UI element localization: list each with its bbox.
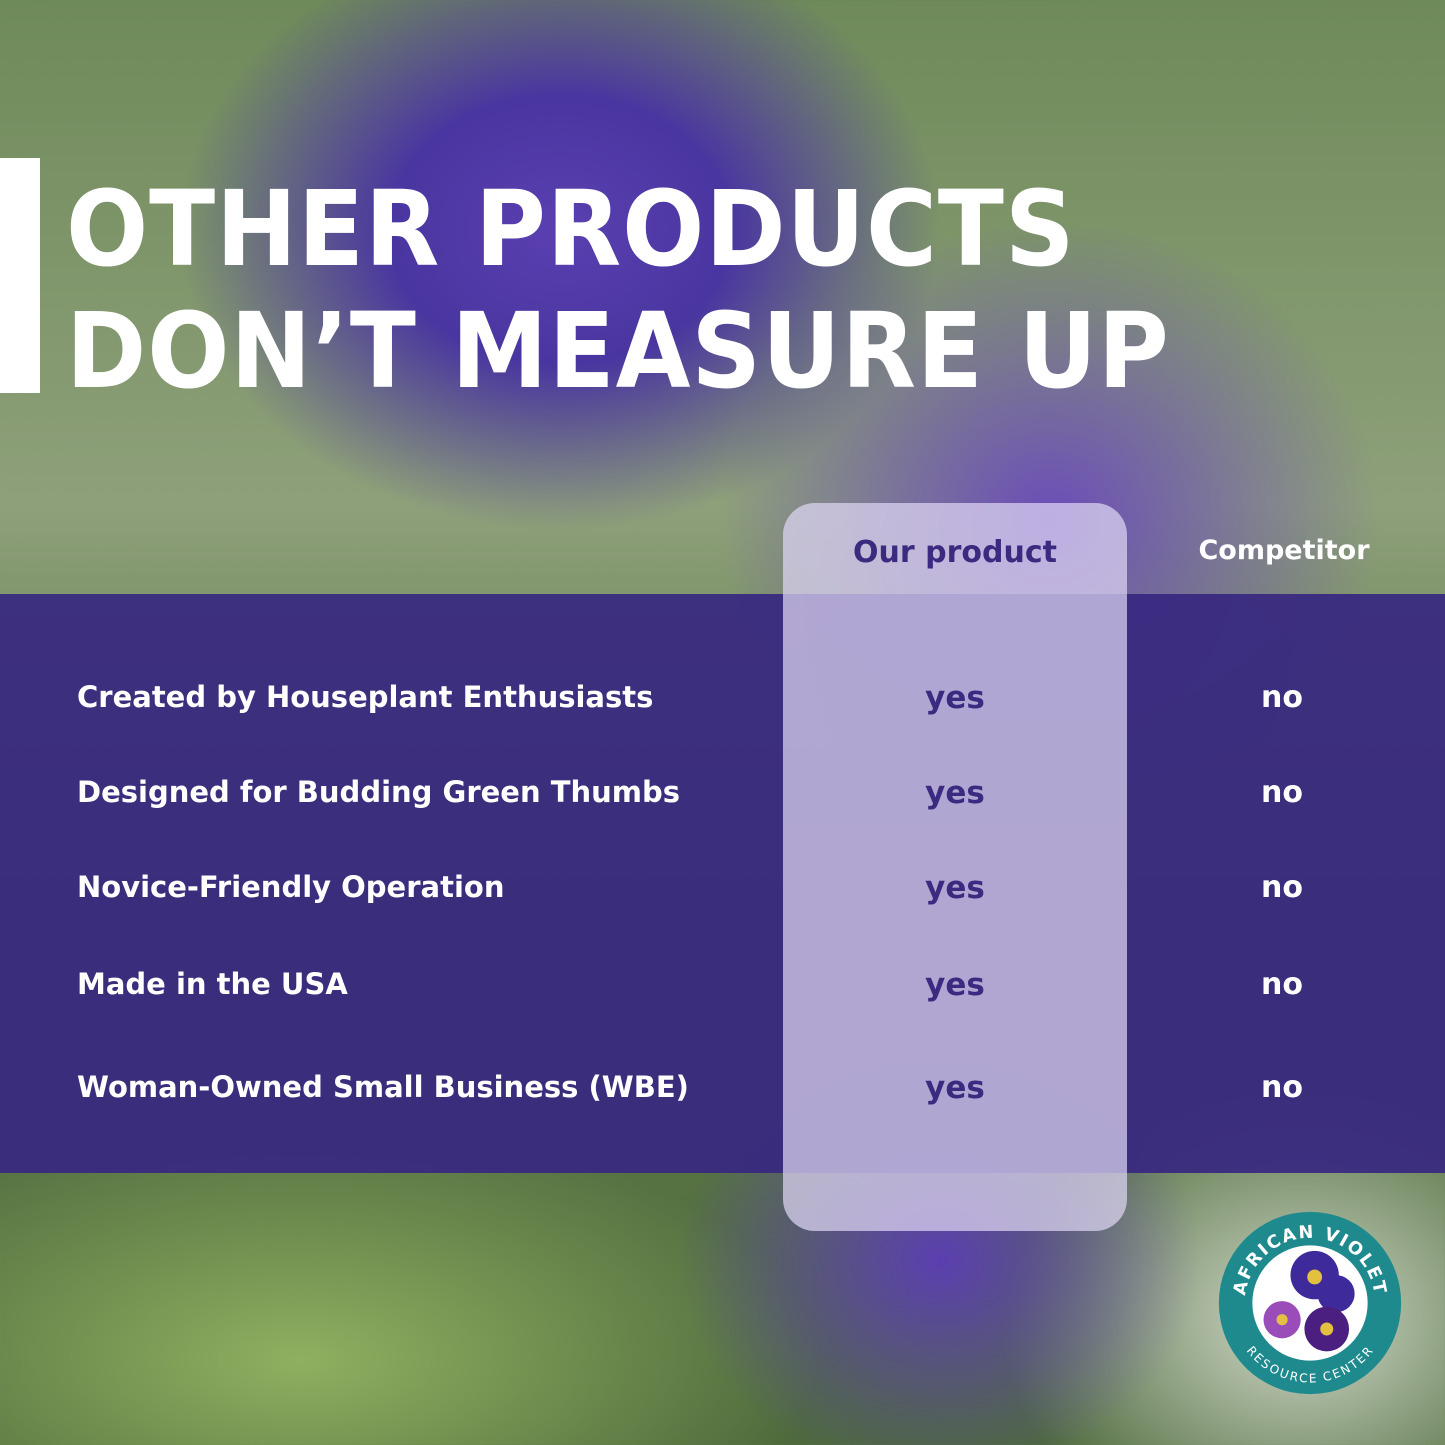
competitor-value: no (1261, 680, 1303, 715)
comparison-table-band (0, 594, 1445, 1173)
table-row: Made in the USA yes no (0, 967, 1445, 1007)
feature-label: Created by Houseplant Enthusiasts (77, 680, 654, 714)
feature-label: Novice-Friendly Operation (77, 870, 505, 904)
title-accent-bar (0, 158, 40, 393)
violet-flowers-icon (1263, 1250, 1355, 1352)
header-competitor: Competitor (1198, 535, 1370, 566)
title-line-1: OTHER PRODUCTS (66, 168, 1076, 290)
feature-label: Made in the USA (77, 967, 348, 1001)
page-title: OTHER PRODUCTS DON’T MEASURE UP (66, 168, 1170, 412)
our-value: yes (925, 775, 985, 811)
title-line-2: DON’T MEASURE UP (66, 290, 1170, 412)
table-row: Designed for Budding Green Thumbs yes no (0, 775, 1445, 815)
competitor-value: no (1261, 870, 1303, 905)
our-value: yes (925, 967, 985, 1003)
table-row: Woman-Owned Small Business (WBE) yes no (0, 1070, 1445, 1110)
table-row: Created by Houseplant Enthusiasts yes no (0, 680, 1445, 720)
competitor-value: no (1261, 775, 1303, 810)
competitor-value: no (1261, 967, 1303, 1002)
our-value: yes (925, 870, 985, 906)
our-value: yes (925, 1070, 985, 1106)
table-row: Novice-Friendly Operation yes no (0, 870, 1445, 910)
african-violet-resource-center-logo: AFRICAN VIOLET RESOURCE CENTER (1218, 1211, 1402, 1395)
our-value: yes (925, 680, 985, 716)
feature-label: Designed for Budding Green Thumbs (77, 775, 681, 809)
competitor-value: no (1261, 1070, 1303, 1105)
our-product-column-highlight (783, 503, 1127, 1231)
feature-label: Woman-Owned Small Business (WBE) (77, 1070, 689, 1104)
header-our-product: Our product (853, 535, 1057, 570)
